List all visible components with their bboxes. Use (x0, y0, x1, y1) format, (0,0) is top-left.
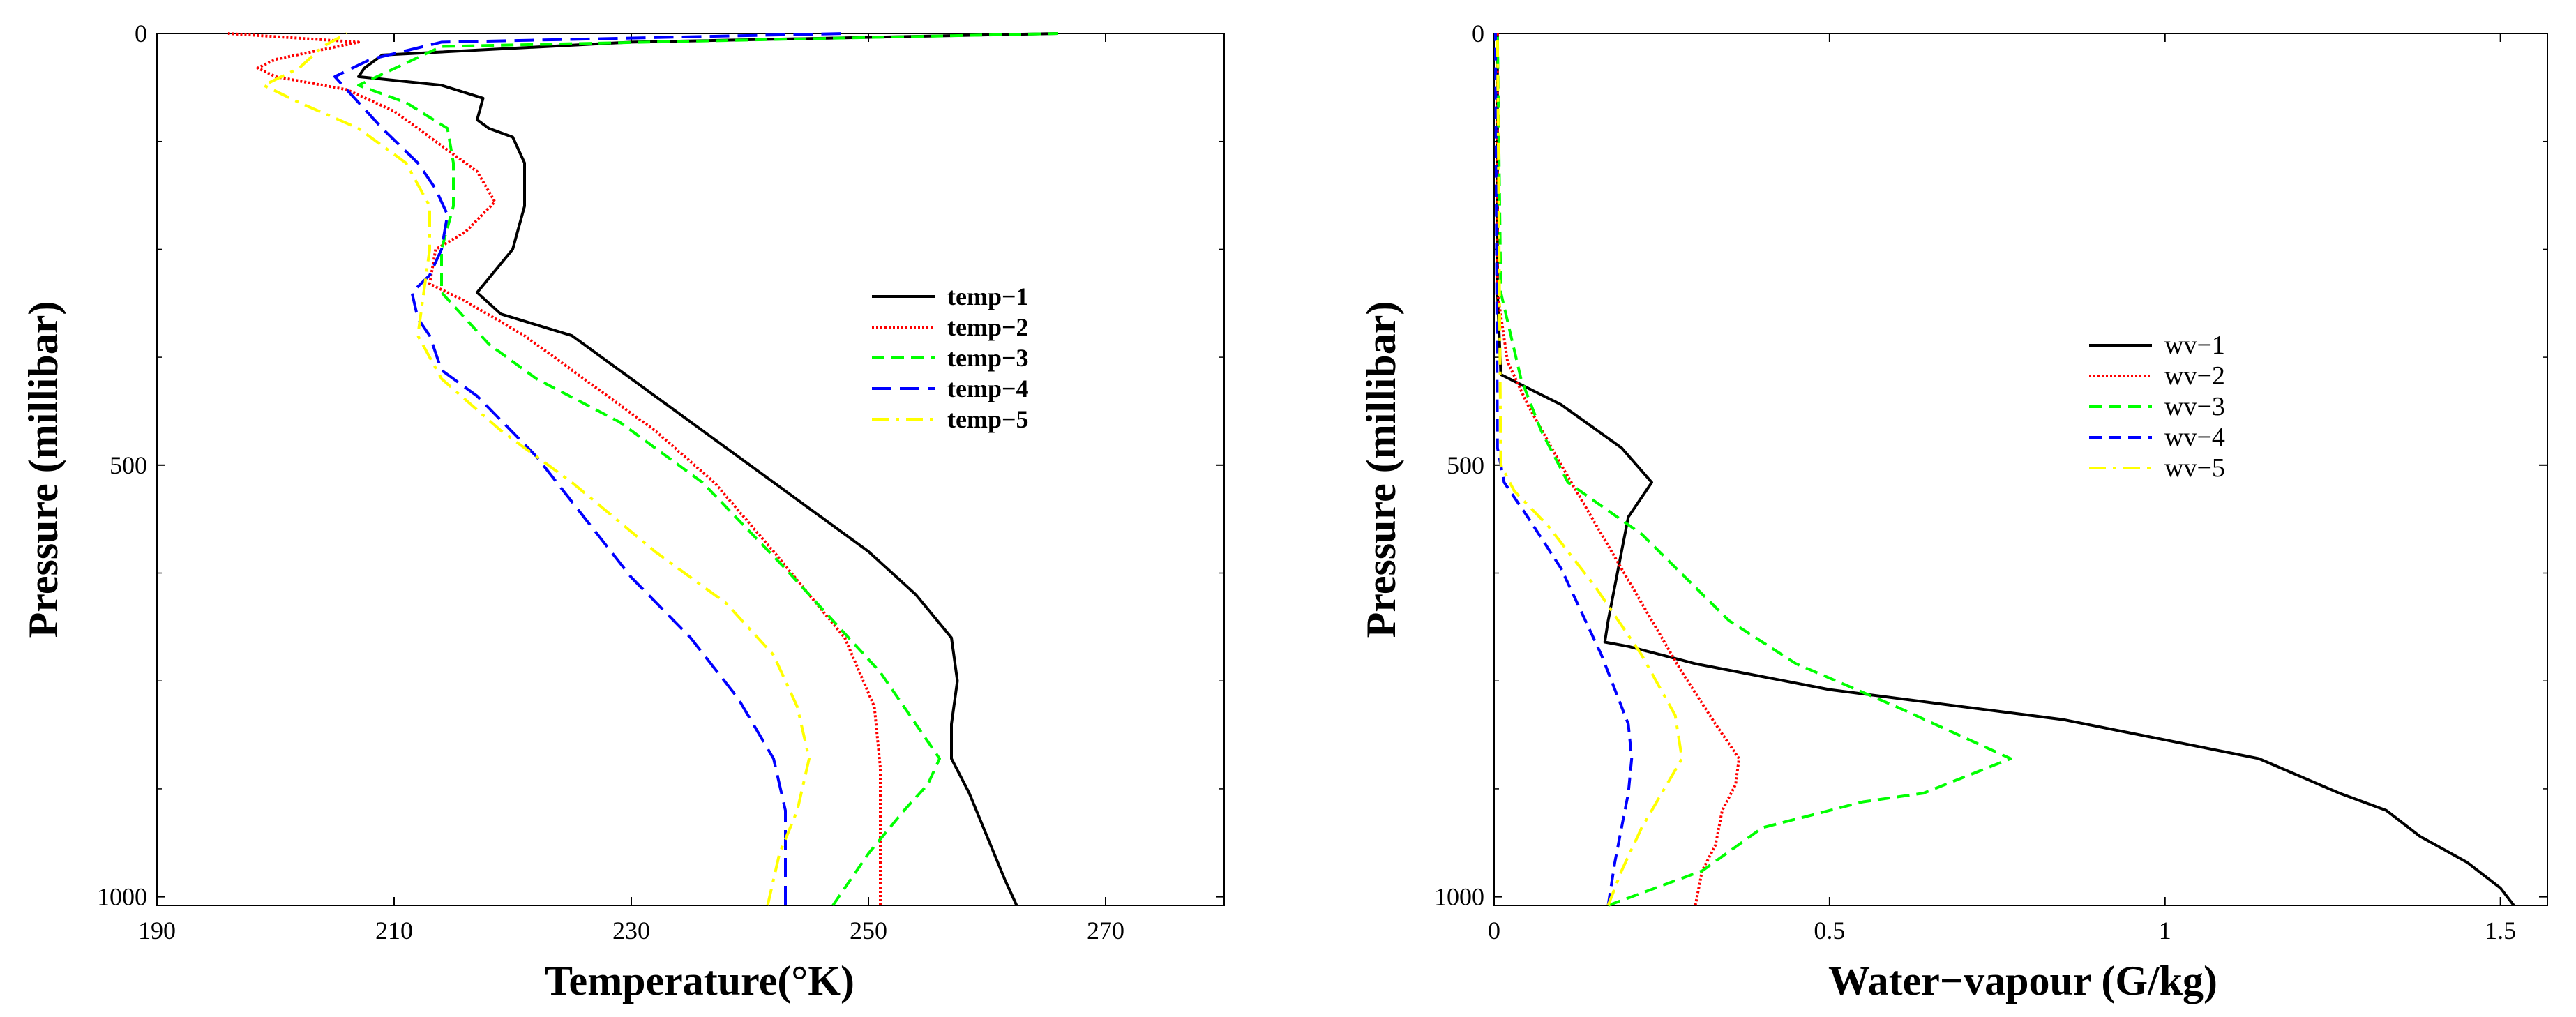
legend-label-wv-3: wv−3 (2164, 392, 2225, 421)
x-tick-label: 250 (850, 917, 887, 944)
legend-label-wv-5: wv−5 (2164, 453, 2225, 483)
x-tick-label: 270 (1087, 917, 1124, 944)
series-line-wv-2 (1496, 33, 1741, 906)
x-tick-label: 0.5 (1814, 917, 1845, 944)
y-tick-label: 500 (1447, 451, 1484, 479)
x-axis-ticks: 190 210 230 250 270 0 500 1000 (97, 20, 1224, 944)
y-axis-title: Pressure (millibar) (1358, 301, 1404, 638)
legend-label-temp-2: temp−2 (947, 313, 1029, 341)
series-line-temp-2 (227, 32, 882, 905)
water-vapour-chart: 0 0.5 1 1.5 0 500 1000 wv−1wv−2wv−3wv−4wv−5 Wa… (1358, 20, 2548, 1004)
y-tick-label: 1000 (1434, 883, 1484, 911)
x-tick-label: 0 (1488, 917, 1500, 944)
legend-label-temp-4: temp−4 (947, 375, 1029, 402)
series-layer (227, 32, 1059, 907)
legend: temp−1 temp−2 temp−3 temp−4 temp−5 (872, 282, 1029, 433)
plot-frame (156, 33, 1225, 906)
x-tick-label: 190 (138, 917, 176, 944)
x-tick-label: 230 (612, 917, 650, 944)
y-tick-label: 0 (135, 20, 147, 47)
y-tick-label: 500 (110, 451, 147, 479)
series-line-temp-5 (262, 32, 811, 906)
legend-label-wv-1: wv−1 (2164, 331, 2225, 360)
legend-label-temp-3: temp−3 (947, 344, 1029, 372)
legend-label-wv-2: wv−2 (2164, 361, 2225, 391)
series-line-wv-3 (1496, 33, 2012, 907)
x-axis-title: Temperature(°K) (545, 958, 854, 1004)
x-tick-label: 1.5 (2485, 917, 2516, 944)
x-tick-label: 210 (375, 917, 413, 944)
y-tick-label: 1000 (97, 883, 147, 911)
x-axis-ticks: 0 0.5 1 1.5 0 500 1000 (1434, 20, 2547, 944)
y-axis-title: Pressure (millibar) (20, 301, 66, 638)
legend: wv−1wv−2wv−3wv−4wv−5 (2089, 331, 2225, 483)
x-tick-label: 1 (2159, 917, 2171, 944)
series-line-wv-5 (1496, 33, 1684, 906)
series-line-wv-4 (1493, 33, 1634, 906)
legend-label-wv-4: wv−4 (2164, 423, 2225, 452)
legend-label-temp-1: temp−1 (947, 282, 1029, 310)
x-axis-title: Water−vapour (G/kg) (1828, 958, 2217, 1004)
series-layer (1493, 33, 2515, 907)
legend-label-temp-5: temp−5 (947, 405, 1029, 433)
series-line-temp-1 (357, 32, 1059, 906)
y-tick-label: 0 (1472, 20, 1484, 47)
series-line-temp-4 (333, 32, 845, 905)
plot-frame (1493, 33, 2548, 906)
series-line-temp-3 (357, 32, 1059, 907)
series-line-wv-1 (1496, 33, 2515, 907)
